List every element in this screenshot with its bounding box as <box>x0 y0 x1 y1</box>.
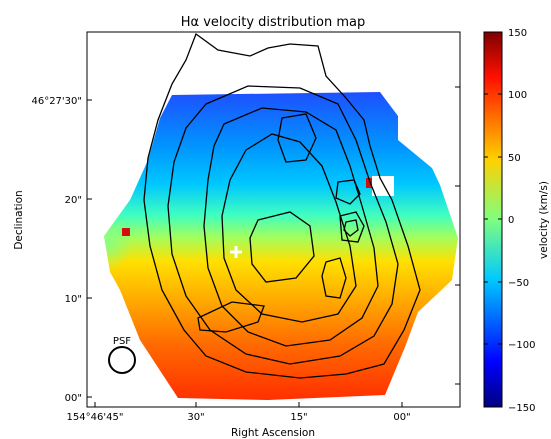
velocity-field-polygon <box>104 92 458 400</box>
contour-arm-sw <box>197 301 265 333</box>
contour-knot-east-inner <box>343 219 359 237</box>
colorbar-tick-label: 0 <box>508 215 514 226</box>
contour-knot-east <box>339 211 365 243</box>
hot-pixel-west <box>122 228 130 236</box>
contour-3 <box>203 107 379 347</box>
intensity-contours <box>143 32 421 379</box>
x-tick-label: 154°46'45" <box>67 412 124 423</box>
colorbar-tick-label: −150 <box>508 403 535 414</box>
plot-frame <box>86 31 461 408</box>
y-tick-label: 20" <box>65 195 82 206</box>
colorbar-tick-marks <box>484 31 502 408</box>
velocity-field-edge <box>104 214 150 272</box>
center-marker <box>230 246 242 258</box>
contour-knot-ne <box>335 179 361 205</box>
contour-4 <box>221 133 357 323</box>
y-tick-label: 46°27'30" <box>31 96 82 107</box>
x-tick-label: 15" <box>290 412 307 423</box>
colorbar-tick-label: 100 <box>508 90 527 101</box>
y-tick-label: 00" <box>65 393 82 404</box>
contour-outer <box>143 32 421 379</box>
colorbar-tick-label: −100 <box>508 340 535 351</box>
chart-title: Hα velocity distribution map <box>181 15 366 30</box>
psf-label: PSF <box>113 336 131 347</box>
hot-pixel-east <box>366 178 372 188</box>
contour-core-ring <box>249 211 315 283</box>
colorbar-label: velocity (km/s) <box>538 181 550 259</box>
psf-circle <box>108 346 136 374</box>
colorbar-tick-label: 150 <box>508 28 527 39</box>
masked-region-east <box>372 176 394 196</box>
x-axis-label: Right Ascension <box>231 427 315 439</box>
x-tick-label: 00" <box>393 412 410 423</box>
contour-knot-north <box>277 113 317 163</box>
velocity-field <box>104 92 458 400</box>
x-tick-label: 30" <box>187 412 204 423</box>
axis-tick-marks <box>87 86 460 407</box>
contour-2 <box>167 85 399 365</box>
colorbar-tick-label: 50 <box>508 153 521 164</box>
colorbar-tick-label: −50 <box>508 278 529 289</box>
y-axis-label: Declination <box>13 190 25 249</box>
colorbar: 150 100 50 0 −50 −100 −150 velocity (km/… <box>483 28 550 414</box>
y-tick-label: 10" <box>65 294 82 305</box>
contour-knot-se <box>321 257 347 299</box>
